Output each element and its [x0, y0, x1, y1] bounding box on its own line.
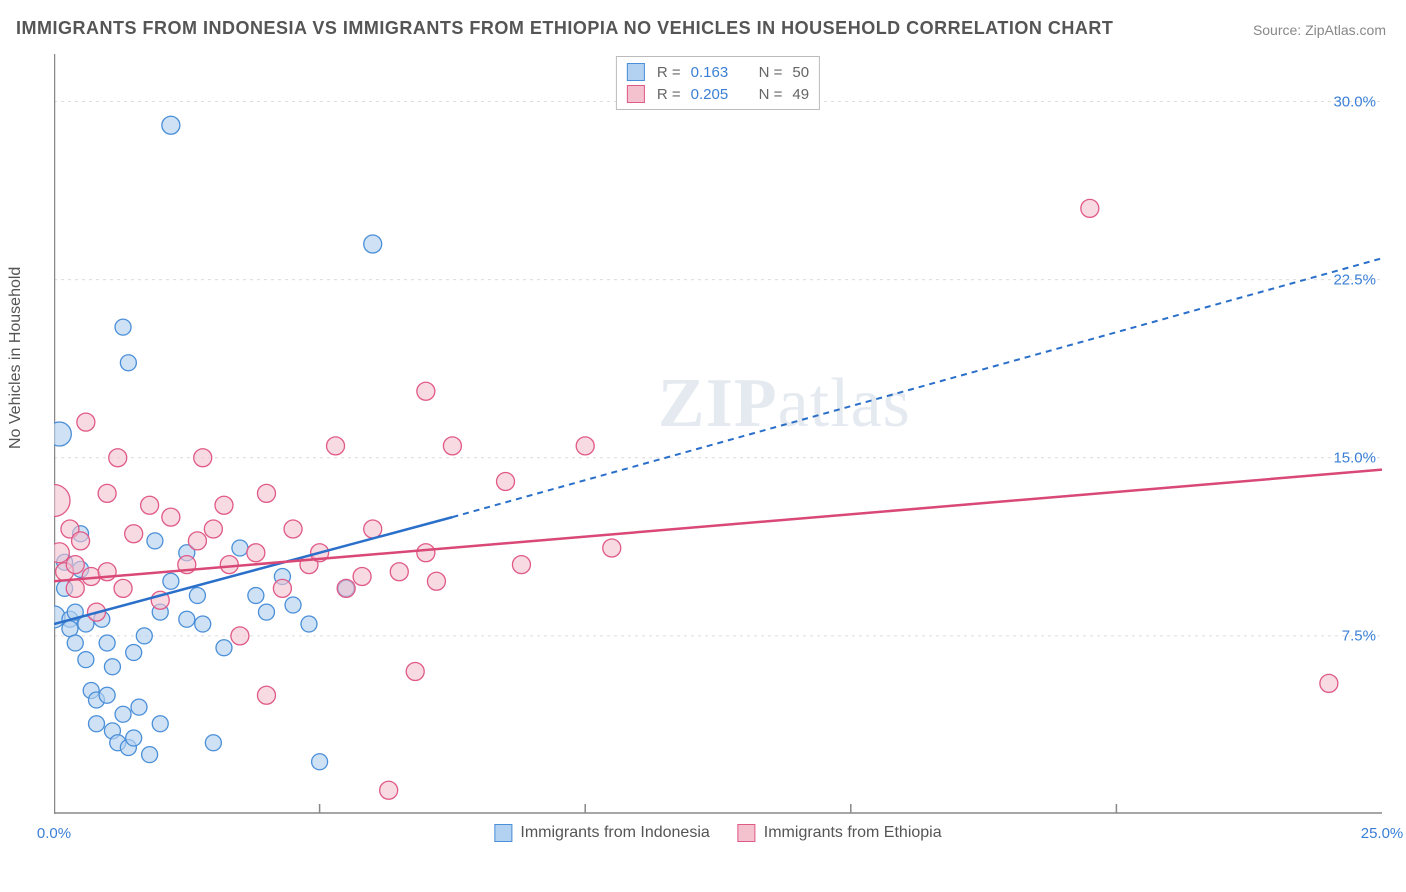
legend-n-label: N =: [759, 86, 783, 103]
legend-item: Immigrants from Indonesia: [494, 824, 709, 842]
legend-n-value: 49: [792, 86, 809, 103]
legend-swatch: [627, 63, 645, 81]
legend-n-value: 50: [792, 64, 809, 81]
y-tick-label: 30.0%: [1333, 93, 1376, 110]
legend-swatch: [627, 85, 645, 103]
y-tick-label: 15.0%: [1333, 449, 1376, 466]
x-tick-label: 25.0%: [1361, 825, 1404, 842]
legend-row: R = 0.163 N = 50: [627, 61, 809, 83]
legend-label: Immigrants from Ethiopia: [764, 824, 942, 842]
y-tick-label: 7.5%: [1342, 627, 1376, 644]
legend-r-label: R =: [657, 64, 681, 81]
legend-item: Immigrants from Ethiopia: [738, 824, 942, 842]
legend-r-label: R =: [657, 86, 681, 103]
y-axis-label: No Vehicles in Household: [7, 267, 25, 449]
x-tick-label: 0.0%: [37, 825, 71, 842]
source-attribution: Source: ZipAtlas.com: [1253, 22, 1386, 38]
chart-plot-area: R = 0.163 N = 50 R = 0.205 N = 49 Immigr…: [54, 54, 1382, 814]
legend-series: Immigrants from Indonesia Immigrants from…: [494, 824, 941, 842]
legend-label: Immigrants from Indonesia: [520, 824, 709, 842]
scatter-chart-svg: [54, 54, 1382, 814]
chart-title: IMMIGRANTS FROM INDONESIA VS IMMIGRANTS …: [16, 18, 1113, 39]
legend-swatch: [494, 824, 512, 842]
legend-r-value: 0.205: [691, 86, 741, 103]
y-tick-label: 22.5%: [1333, 271, 1376, 288]
legend-n-label: N =: [759, 64, 783, 81]
legend-correlation-box: R = 0.163 N = 50 R = 0.205 N = 49: [616, 56, 820, 110]
legend-row: R = 0.205 N = 49: [627, 83, 809, 105]
legend-swatch: [738, 824, 756, 842]
legend-r-value: 0.163: [691, 64, 741, 81]
